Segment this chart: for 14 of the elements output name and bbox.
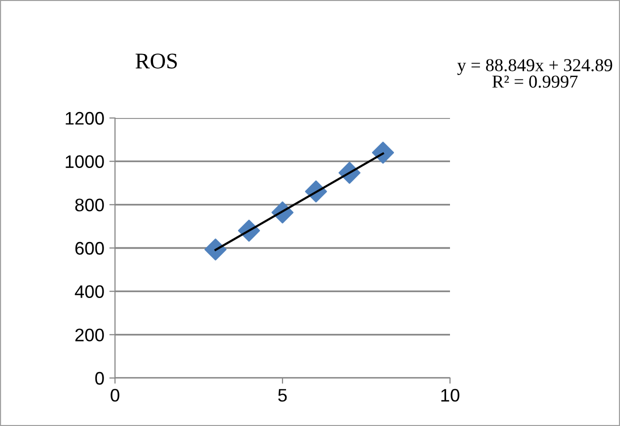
chart-title: ROS: [136, 54, 177, 69]
y-tick-label: 1000: [66, 155, 104, 168]
point: [372, 142, 394, 164]
y-tick-label: 400: [74, 285, 104, 298]
point: [204, 238, 226, 261]
y-tick-label: 200: [75, 328, 104, 342]
text: y = 88.849x + 324.89 R² = 0.9997: [457, 59, 612, 88]
y-tick-label: 0: [95, 372, 104, 385]
y-tick-label: 1200: [66, 112, 104, 125]
y-tick-label: 800: [75, 198, 104, 212]
y-tick-label: 600: [75, 242, 104, 255]
x-tick-label: 0: [110, 388, 120, 402]
x-tick-label: 5: [278, 389, 287, 402]
x-tick-label: 10: [441, 388, 460, 402]
